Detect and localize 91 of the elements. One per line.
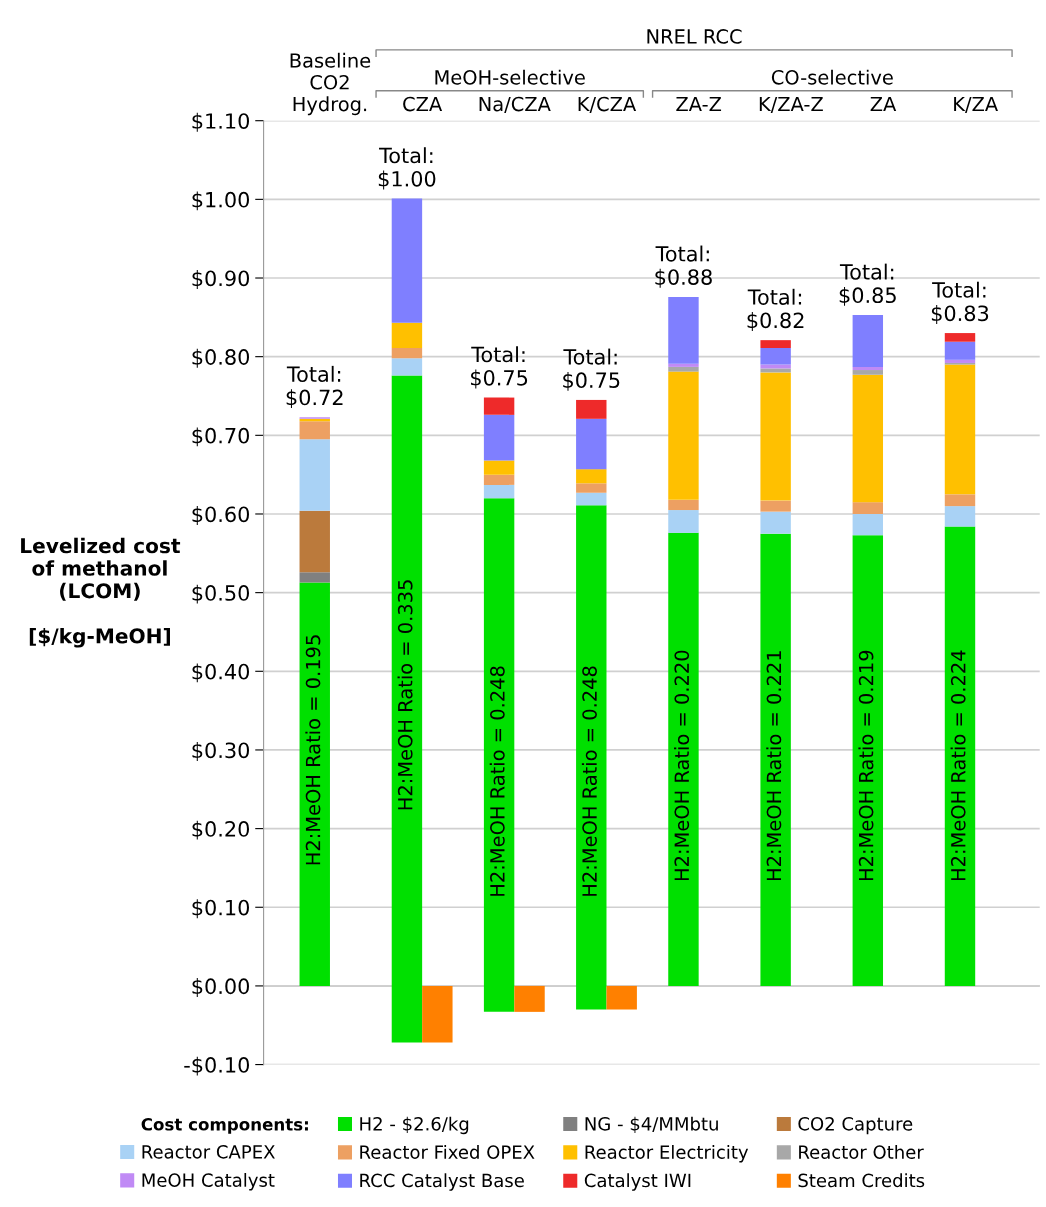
text: Levelized cost of methanol (LCOM) [$/kg-MeOH] <box>21 537 181 648</box>
bar <box>483 498 515 1012</box>
bar <box>668 363 699 367</box>
annotation: H2:MeOH Ratio = 0.248 <box>489 666 505 896</box>
legend-label: Steam Credits <box>798 1173 925 1188</box>
legend-label: Reactor CAPEX <box>142 1145 275 1159</box>
legend-label: NG - $4/MMbtu <box>585 1116 718 1134</box>
bar <box>760 348 791 365</box>
x-tick-label: CZA <box>403 96 443 112</box>
legend-label: MeOH Catalyst <box>142 1172 275 1191</box>
bar <box>668 366 699 372</box>
total-label: Total: $0.75 <box>563 348 620 391</box>
bar <box>760 533 791 986</box>
bar <box>514 985 545 1012</box>
total-label: Total: $0.82 <box>747 288 804 332</box>
bar <box>422 985 453 1043</box>
y-tick-label: $0.60 <box>192 506 250 525</box>
y-tick-label: $0.30 <box>192 742 250 761</box>
y-tick-label: $1.10 <box>192 112 250 132</box>
total-label: Total: $0.88 <box>655 245 712 288</box>
bar <box>668 371 699 500</box>
legend-title: Cost components: <box>141 1118 308 1134</box>
total-label: Total: $0.85 <box>839 263 896 306</box>
legend-label: H2 - $2.6/kg <box>360 1116 469 1135</box>
bar <box>852 374 884 503</box>
bar <box>944 333 976 342</box>
bar <box>668 532 699 986</box>
bar <box>668 499 699 511</box>
annotation: H2:MeOH Ratio = 0.221 <box>766 651 782 881</box>
bar <box>299 439 330 511</box>
x-tick-label: ZA <box>870 96 897 112</box>
legend-label: Reactor Other <box>799 1144 924 1159</box>
bar <box>299 510 330 573</box>
x-tick-label: Baseline CO2 Hydrog. <box>290 52 371 116</box>
bar <box>299 572 330 583</box>
bar <box>576 505 607 1010</box>
y-tick-label: $0.00 <box>192 978 250 997</box>
total-label: Total: $0.75 <box>471 346 528 389</box>
bar <box>852 513 884 536</box>
bar <box>760 511 791 534</box>
bar <box>391 375 423 1043</box>
bar <box>668 510 699 533</box>
x-tick-label: K/ZA <box>954 96 998 113</box>
bar <box>299 582 330 986</box>
y-tick-label: $0.20 <box>192 820 250 840</box>
bar <box>852 535 884 986</box>
bar <box>760 340 791 349</box>
legend-label: CO2 Capture <box>798 1116 913 1135</box>
y-tick-label: $0.50 <box>192 584 250 604</box>
bar <box>760 372 791 501</box>
bar <box>944 341 976 360</box>
x-tick-label: K/CZA <box>578 96 637 113</box>
text: NREL RCC <box>647 29 742 44</box>
y-tick-label: $0.10 <box>192 899 250 919</box>
y-tick-label: $0.80 <box>192 348 250 368</box>
bar <box>852 314 884 367</box>
annotation: H2:MeOH Ratio = 0.248 <box>581 666 597 896</box>
bar <box>760 368 791 373</box>
annotation: H2:MeOH Ratio = 0.220 <box>674 650 690 881</box>
annotation: H2:MeOH Ratio = 0.224 <box>950 650 966 881</box>
annotation: H2:MeOH Ratio = 0.335 <box>397 580 413 810</box>
y-tick-label: -$0.10 <box>184 1056 250 1076</box>
bar <box>299 421 330 440</box>
bar <box>944 494 976 507</box>
bar <box>852 370 884 375</box>
legend-label: Reactor Fixed OPEX <box>360 1144 535 1159</box>
legend-label: Catalyst IWI <box>584 1173 691 1191</box>
text: MeOH-selective <box>435 69 585 85</box>
text: CO-selective <box>771 69 893 85</box>
bar <box>852 502 884 514</box>
total-label: Total: $0.83 <box>931 281 989 324</box>
bar <box>760 500 791 512</box>
bar <box>668 296 699 364</box>
legend-label: Reactor Electricity <box>585 1144 749 1163</box>
x-tick-label: Na/CZA <box>479 96 551 113</box>
bar <box>606 985 637 1010</box>
y-tick-label: $0.90 <box>192 270 250 289</box>
x-tick-label: K/ZA-Z <box>759 96 823 113</box>
y-tick-label: $0.40 <box>192 663 250 683</box>
total-label: Total: $0.72 <box>286 365 343 409</box>
legend-label: RCC Catalyst Base <box>360 1173 524 1191</box>
x-tick-label: ZA-Z <box>676 96 722 112</box>
bar <box>944 506 976 527</box>
annotation: H2:MeOH Ratio = 0.195 <box>305 635 321 865</box>
total-label: Total: $1.00 <box>378 147 436 190</box>
annotation: H2:MeOH Ratio = 0.219 <box>858 650 874 881</box>
bar <box>944 364 976 495</box>
bar <box>944 526 976 986</box>
y-tick-label: $1.00 <box>192 191 250 211</box>
y-tick-label: $0.70 <box>192 427 250 447</box>
bar <box>852 366 884 371</box>
